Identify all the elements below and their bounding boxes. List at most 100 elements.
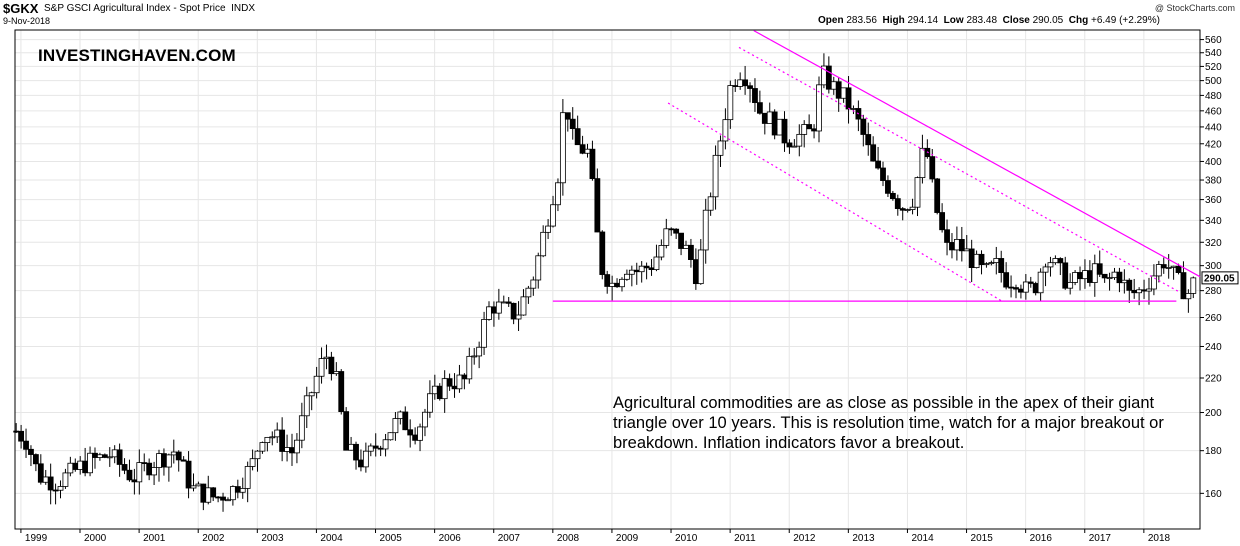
x-tick-label: 2001: [143, 533, 166, 544]
x-tick-label: 2015: [971, 533, 994, 544]
y-tick-label: 560: [1205, 35, 1222, 46]
last-value-label: 290.05: [1204, 273, 1235, 284]
candle-body: [1037, 271, 1044, 294]
candle-body: [761, 112, 768, 124]
candle-body: [294, 439, 300, 454]
x-tick-label: 2011: [734, 533, 756, 544]
candle-body: [229, 486, 236, 501]
candle-body: [372, 445, 379, 449]
low-value: 283.48: [966, 15, 998, 26]
candle-body: [825, 65, 832, 90]
candle-body: [584, 148, 591, 154]
candle-body: [678, 232, 684, 249]
candle-body: [92, 452, 98, 458]
candle-body: [673, 228, 680, 234]
candle-body: [545, 225, 552, 233]
candle-body: [23, 440, 29, 450]
candle-body: [87, 452, 93, 474]
candle-body: [195, 483, 202, 487]
candle-body: [500, 301, 507, 304]
candle-body: [914, 177, 921, 208]
candle-body: [97, 454, 103, 458]
candle-body: [495, 301, 502, 314]
y-tick-label: 320: [1205, 238, 1222, 249]
candle-body: [67, 462, 74, 474]
candle-body: [1062, 262, 1069, 289]
channel-line: [667, 102, 1003, 302]
candle-body: [1165, 267, 1172, 269]
candle-body: [1175, 265, 1182, 273]
candle-body: [688, 244, 694, 260]
x-tick-label: 2002: [202, 533, 225, 544]
candle-body: [1027, 281, 1034, 284]
candle-body: [579, 144, 586, 154]
candle-body: [1077, 272, 1083, 280]
candle-body: [200, 483, 207, 503]
candle-body: [663, 228, 670, 246]
candle-body: [628, 269, 635, 275]
candle-body: [796, 133, 803, 147]
candle-body: [101, 454, 108, 458]
candle-body: [367, 445, 374, 452]
candle-body: [161, 453, 167, 468]
annotation-text: Agricultural commodities are as close as…: [613, 394, 1164, 452]
candle-body: [1072, 272, 1078, 283]
plot-frame: [14, 29, 1201, 530]
candle-body: [958, 239, 965, 252]
candle-body: [382, 439, 389, 450]
candle-body: [697, 249, 704, 285]
candle-body: [1101, 273, 1108, 279]
candle-body: [1121, 279, 1128, 284]
candle-body: [353, 443, 359, 461]
candle-body: [1141, 289, 1147, 292]
candle-body: [1008, 286, 1014, 289]
candle-body: [781, 118, 788, 144]
candle-body: [850, 108, 857, 110]
high-label: High: [882, 15, 905, 26]
y-tick-label: 300: [1205, 261, 1222, 272]
symbol-label: $GKX: [3, 1, 39, 16]
candle-body: [72, 462, 79, 470]
date-label: 9-Nov-2018: [3, 16, 51, 26]
candle-body: [722, 119, 729, 142]
open-value: 283.56: [846, 15, 877, 26]
candle-body: [791, 145, 798, 148]
candle-body: [1047, 262, 1054, 268]
candle-body: [141, 462, 148, 465]
y-tick-label: 500: [1205, 76, 1222, 87]
x-tick-label: 2013: [852, 533, 875, 544]
x-tick-label: 2003: [261, 533, 284, 544]
candle-body: [426, 393, 433, 413]
candle-body: [215, 496, 222, 499]
candle-body: [870, 144, 877, 162]
candle-body: [436, 385, 443, 400]
candle-body: [806, 124, 813, 130]
y-tick-label: 200: [1205, 408, 1222, 419]
candle-body: [1131, 289, 1138, 294]
brand-watermark: INVESTINGHAVEN.COM: [38, 46, 236, 65]
candle-body: [944, 229, 950, 243]
candle-body: [323, 356, 330, 359]
candle-body: [431, 385, 438, 395]
candle-body: [313, 375, 320, 394]
candle-body: [727, 85, 734, 121]
candle-body: [658, 245, 665, 258]
candle-body: [830, 81, 837, 90]
candle-body: [284, 447, 290, 452]
y-tick-label: 460: [1205, 106, 1222, 117]
candle-body: [1146, 288, 1152, 292]
candle-body: [1185, 293, 1192, 300]
candle-body: [692, 259, 699, 285]
candle-body: [776, 118, 783, 136]
candle-body: [540, 231, 547, 257]
candle-body: [190, 485, 197, 489]
candle-body: [279, 429, 286, 452]
candle-body: [594, 178, 601, 233]
exchange-label: INDX: [231, 3, 256, 14]
candle-body: [934, 178, 941, 213]
candle-body: [446, 378, 453, 387]
x-tick-label: 2018: [1148, 533, 1171, 544]
candle-body: [185, 460, 192, 489]
candle-body: [175, 451, 182, 461]
